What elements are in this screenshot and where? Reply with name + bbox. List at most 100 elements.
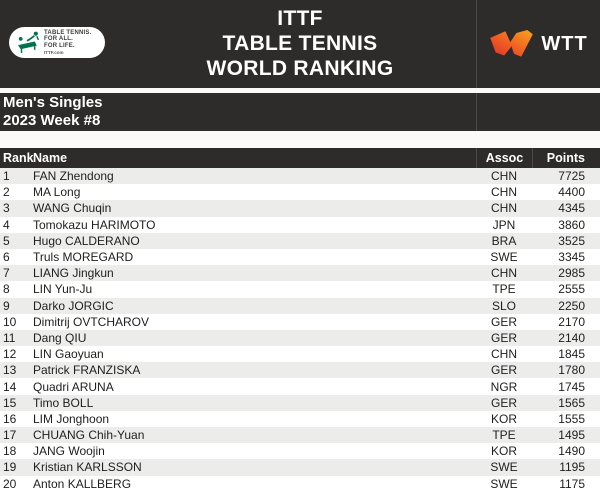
- table-row: 2 MA Long CHN 4400: [0, 184, 600, 201]
- rank-cell: 17: [3, 428, 17, 443]
- player-name-cell: Anton KALLBERG: [33, 476, 132, 491]
- assoc-cell: GER: [490, 395, 517, 410]
- table-row: 9 Darko JORGIC SLO 2250: [0, 297, 600, 314]
- rank-cell: 1: [3, 169, 10, 184]
- table-row: 20 Anton KALLBERG SWE 1175: [0, 475, 600, 492]
- points-cell: 1195: [559, 460, 585, 475]
- assoc-cell: GER: [490, 330, 517, 345]
- points-cell: 2170: [558, 314, 585, 329]
- table-row: 14 Quadri ARUNA NGR 1745: [0, 378, 600, 395]
- assoc-cell: SWE: [490, 476, 518, 491]
- player-name-cell: MA Long: [33, 185, 81, 200]
- player-name-cell: Dang QIU: [33, 330, 87, 345]
- title-line-1: ITTF: [277, 7, 323, 30]
- points-cell: 1745: [558, 379, 585, 394]
- table-gap: [0, 131, 600, 148]
- points-cell: 1565: [558, 395, 585, 410]
- points-cell: 1490: [558, 444, 585, 459]
- assoc-cell: TPE: [492, 428, 516, 443]
- rank-cell: 4: [3, 217, 10, 232]
- table-row: 13 Patrick FRANZISKA GER 1780: [0, 362, 600, 379]
- assoc-cell: CHN: [491, 169, 517, 184]
- assoc-cell: KOR: [490, 444, 517, 459]
- table-row: 5 Hugo CALDERANO BRA 3525: [0, 232, 600, 249]
- player-name-cell: Dimitrij OVTCHAROV: [33, 314, 149, 329]
- category-label: Men's Singles: [3, 94, 103, 111]
- assoc-cell: SLO: [491, 298, 516, 313]
- player-name-cell: LIANG Jingkun: [33, 266, 114, 281]
- table-row: 17 CHUANG Chih-Yuan TPE 1495: [0, 427, 600, 444]
- assoc-cell: KOR: [490, 411, 517, 426]
- assoc-cell: NGR: [490, 379, 518, 394]
- points-cell: 1555: [558, 411, 585, 426]
- category-banner: Men's Singles 2023 Week #8: [0, 93, 600, 131]
- rank-cell: 11: [3, 330, 16, 345]
- player-name-cell: Patrick FRANZISKA: [33, 363, 141, 378]
- table-row: 18 JANG Woojin KOR 1490: [0, 443, 600, 460]
- player-name-cell: Hugo CALDERANO: [33, 233, 140, 248]
- assoc-cell: CHN: [491, 347, 517, 362]
- table-row: 3 WANG Chuqin CHN 4345: [0, 200, 600, 217]
- points-cell: 3525: [558, 233, 585, 248]
- title-line-2: TABLE TENNIS: [222, 32, 378, 55]
- week-label: 2023 Week #8: [3, 112, 101, 129]
- assoc-cell: CHN: [491, 266, 517, 281]
- rank-cell: 13: [3, 363, 17, 378]
- points-cell: 3345: [558, 250, 585, 265]
- assoc-cell: BRA: [491, 233, 517, 248]
- banner-right-cell: [476, 93, 600, 131]
- player-name-cell: WANG Chuqin: [33, 201, 112, 216]
- table-row: 1 FAN Zhendong CHN 7725: [0, 168, 600, 185]
- rank-cell: 16: [3, 411, 17, 426]
- points-cell: 2250: [558, 298, 585, 313]
- rank-cell: 18: [3, 444, 17, 459]
- rank-column-header: Rank: [3, 151, 34, 165]
- points-cell: 1780: [558, 363, 585, 378]
- player-name-cell: LIN Yun-Ju: [33, 282, 93, 297]
- table-row: 7 LIANG Jingkun CHN 2985: [0, 265, 600, 282]
- table-row: 10 Dimitrij OVTCHAROV GER 2170: [0, 313, 600, 330]
- player-name-cell: Kristian KARLSSON: [33, 460, 142, 475]
- assoc-cell: GER: [490, 314, 517, 329]
- wtt-logo: WTT: [476, 0, 600, 88]
- ranking-rows: 1 FAN Zhendong CHN 7725 2 MA Long CHN 44…: [0, 168, 600, 492]
- points-cell: 2140: [558, 330, 585, 345]
- rank-cell: 2: [3, 185, 10, 200]
- points-cell: 3860: [558, 217, 585, 232]
- rank-cell: 7: [3, 266, 10, 281]
- table-row: 12 LIN Gaoyuan CHN 1845: [0, 346, 600, 363]
- rank-cell: 6: [3, 250, 10, 265]
- assoc-cell: JPN: [492, 217, 516, 232]
- table-header-row: Rank Name Assoc Points: [0, 148, 600, 168]
- ittf-slogan-line: FOR ALL.: [44, 36, 74, 43]
- ittf-slogan-line: TABLE TENNIS.: [44, 29, 92, 36]
- ittf-site-label: ITTF.com: [44, 50, 64, 56]
- table-row: 8 LIN Yun-Ju TPE 2555: [0, 281, 600, 298]
- player-name-cell: FAN Zhendong: [33, 169, 114, 184]
- player-name-cell: LIN Gaoyuan: [33, 347, 104, 362]
- player-name-cell: Truls MOREGARD: [33, 250, 134, 265]
- assoc-cell: SWE: [490, 250, 518, 265]
- table-row: 19 Kristian KARLSSON SWE 1195: [0, 459, 600, 476]
- assoc-cell: GER: [490, 363, 517, 378]
- rank-cell: 8: [3, 282, 10, 297]
- main-header: TABLE TENNIS. FOR ALL. FOR LIFE. ITTF.co…: [0, 0, 600, 88]
- rank-cell: 12: [3, 347, 17, 362]
- rank-cell: 14: [3, 379, 17, 394]
- assoc-cell: TPE: [492, 282, 516, 297]
- points-cell: 1845: [558, 347, 585, 362]
- header-gap: [0, 88, 600, 93]
- points-cell: 2555: [558, 282, 585, 297]
- rank-cell: 9: [3, 298, 10, 313]
- rank-cell: 19: [3, 460, 17, 475]
- player-name-cell: CHUANG Chih-Yuan: [33, 428, 145, 443]
- rank-cell: 10: [3, 314, 17, 329]
- points-cell: 1175: [559, 476, 585, 491]
- rank-cell: 5: [3, 233, 10, 248]
- points-cell: 2985: [558, 266, 585, 281]
- player-name-cell: Timo BOLL: [33, 395, 94, 410]
- points-cell: 4345: [558, 201, 585, 216]
- ittf-logo: TABLE TENNIS. FOR ALL. FOR LIFE. ITTF.co…: [9, 27, 105, 58]
- assoc-cell: CHN: [491, 201, 517, 216]
- player-name-cell: LIM Jonghoon: [33, 411, 110, 426]
